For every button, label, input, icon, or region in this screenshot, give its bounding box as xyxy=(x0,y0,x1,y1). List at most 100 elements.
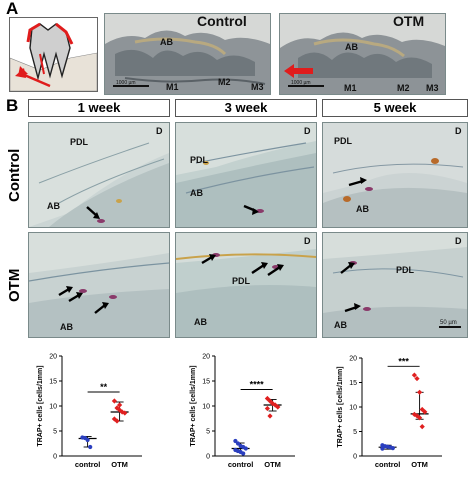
chart-2-point-1-1 xyxy=(414,375,420,382)
c1-d-label: D xyxy=(156,126,163,136)
column-header-1-week: 1 week xyxy=(28,99,170,117)
chart-0-point-1-6 xyxy=(114,418,120,424)
chart-2-point-0-5 xyxy=(380,446,385,451)
otm-3week-image xyxy=(175,232,317,338)
otm-5week-image xyxy=(322,232,468,338)
chart-0-ylabel: TRAP+ cells [cells/1mm] xyxy=(37,365,44,446)
force-arrow-icon xyxy=(284,64,313,78)
chart-2-point-1-7 xyxy=(417,415,423,421)
o3-d-label: D xyxy=(304,236,311,246)
chart-1-sig-label: **** xyxy=(250,380,265,390)
chart-0-point-1-7 xyxy=(117,402,123,408)
chart-1-ytick-label-1: 5 xyxy=(206,429,210,436)
c5-pdl-label: PDL xyxy=(334,136,352,146)
control-3week-image xyxy=(175,122,317,228)
chart-2-ytick-label-0: 0 xyxy=(353,454,357,461)
c5-d-label: D xyxy=(455,126,462,136)
chart-2-point-1-8 xyxy=(419,424,425,430)
control-1week-tissue xyxy=(29,123,169,227)
tooth-schematic xyxy=(9,17,98,92)
c1-pdl-label: PDL xyxy=(70,137,88,147)
chart-2-ytick-label-1: 5 xyxy=(353,429,357,436)
chart-0-point-1-0 xyxy=(111,398,117,404)
otm-jaw-section xyxy=(280,14,445,94)
chart-2-ytick-label-2: 10 xyxy=(349,405,357,412)
otm-title: OTM xyxy=(393,13,425,29)
chart-2-xlabel-0: control xyxy=(375,460,400,469)
chart-1-ylabel: TRAP+ cells [cells/1mm] xyxy=(190,365,197,446)
otm-1week-tissue xyxy=(29,233,169,337)
chart-0-xlabel-0: control xyxy=(75,460,100,469)
chart-0-point-1-4 xyxy=(122,410,128,416)
o5-d-label: D xyxy=(455,236,462,246)
chart-1-point-1-6 xyxy=(267,413,273,419)
chart-0-ytick-label-4: 20 xyxy=(49,354,57,361)
chart-0-point-1-3 xyxy=(119,409,125,415)
chart-2-point-1-0 xyxy=(411,372,417,378)
chart-0-point-0-3 xyxy=(88,444,93,450)
chart-1-point-0-4 xyxy=(243,446,248,451)
chart-1-point-1-4 xyxy=(275,404,281,410)
chart-2-point-0-4 xyxy=(390,446,395,451)
control-m1-label: M1 xyxy=(166,82,179,92)
otm-overview-image xyxy=(279,13,446,95)
chart-1-point-1-3 xyxy=(272,402,278,408)
chart-1-point-0-1 xyxy=(235,441,241,446)
chart-2-xlabel-1: OTM xyxy=(411,460,428,469)
chart-1-point-0-8 xyxy=(241,451,246,456)
chart-0-ytick-label-1: 5 xyxy=(53,429,57,436)
o5-pdl-label: PDL xyxy=(396,265,414,275)
o3-ab-label: AB xyxy=(194,317,207,327)
chart-2-ytick-label-4: 20 xyxy=(349,356,357,363)
chart-0-xlabel-1: OTM xyxy=(111,460,128,469)
control-title: Control xyxy=(197,13,247,29)
row-label-otm: OTM xyxy=(6,268,23,302)
chart-1-ytick-label-3: 15 xyxy=(202,379,210,386)
chart-1-point-1-0 xyxy=(264,395,270,402)
row-label-control: Control xyxy=(6,148,23,202)
chart-0-ytick-label-2: 10 xyxy=(49,404,57,411)
chart-1-point-0-0 xyxy=(233,438,238,444)
otm-m3-label: M3 xyxy=(426,83,439,93)
chart-1-xlabel-1: OTM xyxy=(264,460,281,469)
control-jaw-section xyxy=(105,14,270,94)
chart-0-point-0-2 xyxy=(85,437,90,443)
chart-1-ytick-label-0: 0 xyxy=(206,454,210,461)
chart-2-point-1-5 xyxy=(411,411,417,417)
otm-scale-bar xyxy=(288,85,324,87)
control-ab-label: AB xyxy=(160,37,173,47)
control-scale-bar xyxy=(113,85,149,87)
o5-ab-label: AB xyxy=(334,320,347,330)
otm-m2-label: M2 xyxy=(397,83,410,93)
trap-charts: 0 5 10 15 20 TRAP+ cells [cells/1mm] control OT… xyxy=(37,354,442,469)
otm-1week-image xyxy=(28,232,170,338)
c3-pdl-label: PDL xyxy=(190,155,208,165)
control-m2-label: M2 xyxy=(218,77,231,87)
column-header-5-week: 5 week xyxy=(322,99,468,117)
panel-b-letter: B xyxy=(6,96,19,115)
chart-0-ytick-label-3: 15 xyxy=(49,379,57,386)
panel-a-letter: A xyxy=(6,0,19,18)
otm-scale-label: 1000 µm xyxy=(291,80,311,86)
chart-0-sig-label: ** xyxy=(100,382,108,392)
otm-m1-label: M1 xyxy=(344,83,357,93)
o5-scale-label: 50 µm xyxy=(440,320,457,326)
chart-2-ylabel: TRAP+ cells [cells/1mm] xyxy=(337,366,344,447)
control-5week-image xyxy=(322,122,468,228)
otm-ab-label: AB xyxy=(345,42,358,52)
chart-1-ytick-label-4: 20 xyxy=(202,354,210,361)
chart-1-point-1-5 xyxy=(264,405,270,412)
control-scale-label: 1000 µm xyxy=(116,80,136,86)
column-header-3-week: 3 week xyxy=(175,99,317,117)
otm-3week-tissue xyxy=(176,233,316,337)
chart-1-point-1-2 xyxy=(270,400,276,407)
c3-ab-label: AB xyxy=(190,188,203,198)
otm-5week-tissue xyxy=(323,233,467,337)
control-3week-tissue xyxy=(176,123,316,227)
chart-1-ytick-label-2: 10 xyxy=(202,404,210,411)
chart-2-ytick-label-3: 15 xyxy=(349,380,357,387)
chart-1-xlabel-0: control xyxy=(228,460,253,469)
o3-pdl-label: PDL xyxy=(232,276,250,286)
control-1week-image xyxy=(28,122,170,228)
control-5week-tissue xyxy=(323,123,467,227)
